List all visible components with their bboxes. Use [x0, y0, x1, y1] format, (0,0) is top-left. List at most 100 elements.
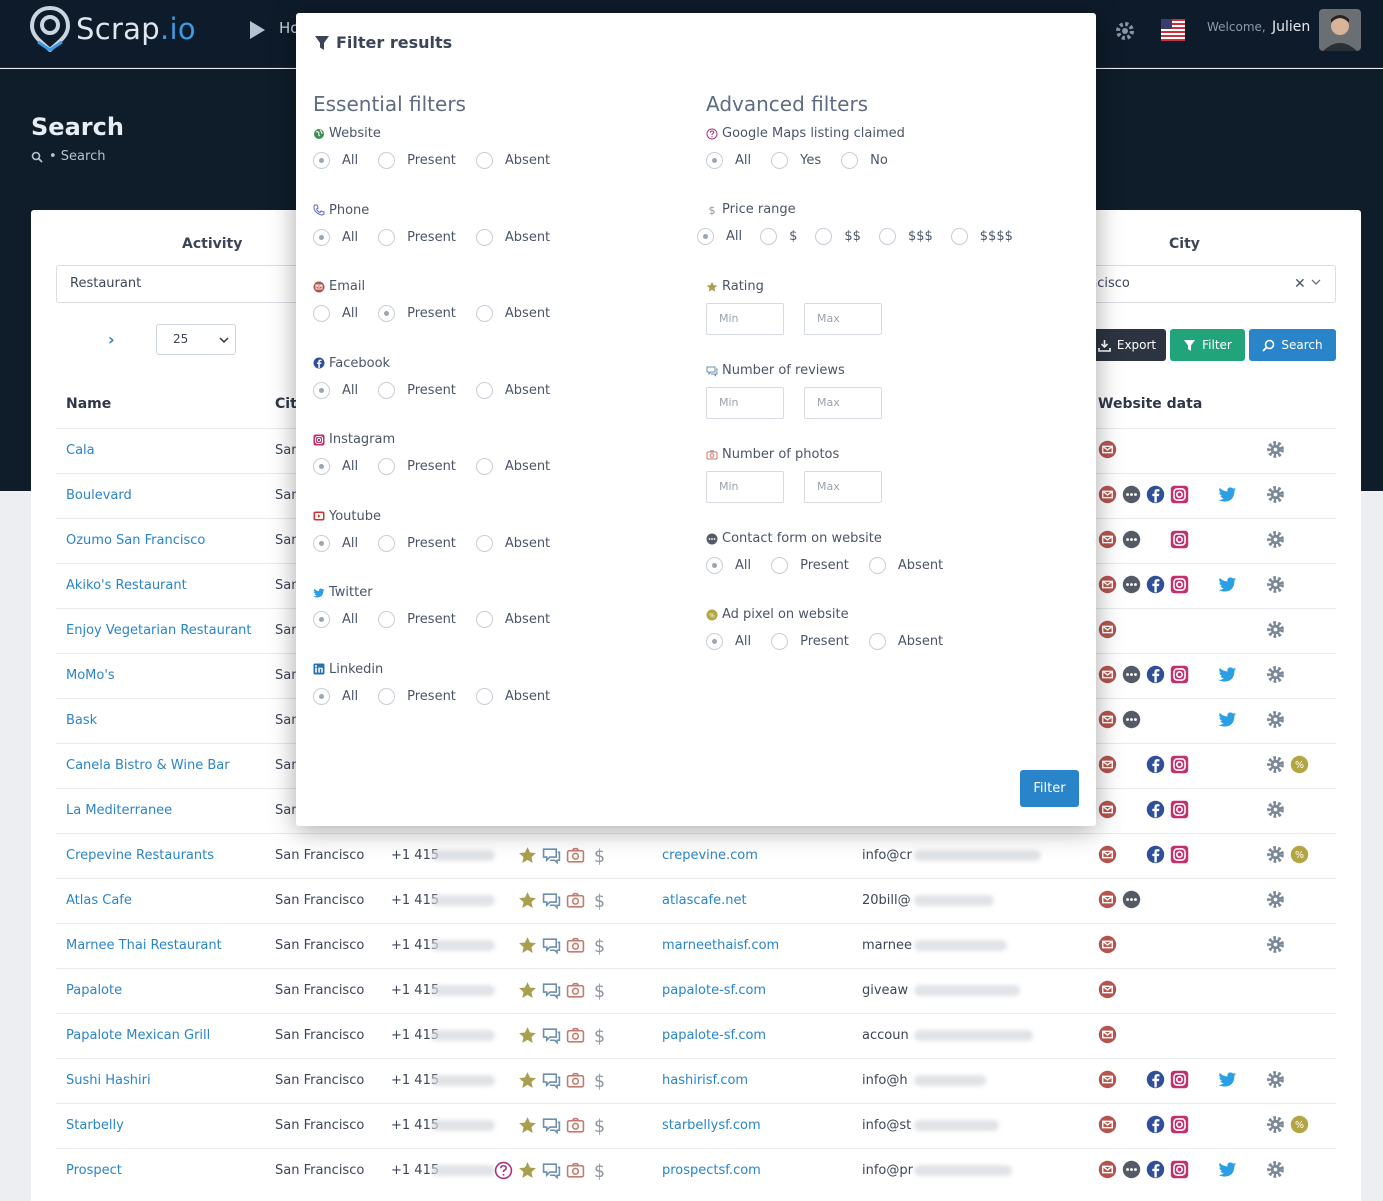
apply-filter-button[interactable]: Filter — [1020, 770, 1079, 807]
business-name-link[interactable]: Cala — [66, 443, 95, 458]
filter-radios-contact-form-option[interactable]: Absent — [868, 557, 963, 574]
camera-icon[interactable] — [566, 891, 585, 910]
table-row[interactable]: Starbelly San Francisco +1 415 $ starbellysf… — [56, 1103, 1336, 1148]
business-website-link[interactable]: prospectsf.com — [662, 1163, 761, 1178]
filter-radios-price-option[interactable]: $$$ — [878, 228, 951, 245]
gear-icon[interactable] — [1266, 710, 1285, 729]
table-row[interactable]: Prospect San Francisco +1 415 $ prospectsf.c… — [56, 1148, 1336, 1193]
business-website-link[interactable]: papalote-sf.com — [662, 1028, 767, 1043]
facebook-icon[interactable] — [1146, 1070, 1165, 1089]
business-website-link[interactable]: marneethaisf.com — [662, 938, 780, 953]
filter-radios-contact-form-option[interactable]: Present — [771, 557, 869, 574]
filter-radios-instagram-option[interactable]: Present — [378, 458, 476, 475]
email-icon[interactable] — [1098, 530, 1117, 549]
radio-button[interactable] — [378, 305, 396, 322]
email-icon[interactable] — [1098, 485, 1117, 504]
star-icon[interactable] — [518, 1071, 537, 1090]
business-name-link[interactable]: La Mediterranee — [66, 803, 173, 818]
email-icon[interactable] — [1098, 845, 1117, 864]
radio-button[interactable] — [378, 611, 396, 628]
reviews-icon[interactable] — [542, 981, 561, 1000]
radio-button[interactable] — [313, 228, 330, 246]
reviews-icon[interactable] — [542, 1116, 561, 1135]
radio-button[interactable] — [475, 305, 493, 322]
star-icon[interactable] — [518, 1026, 537, 1045]
twitter-icon[interactable] — [1218, 710, 1237, 729]
business-name-link[interactable]: Canela Bistro & Wine Bar — [66, 758, 230, 773]
star-icon[interactable] — [518, 1161, 537, 1180]
gear-icon[interactable] — [1266, 1160, 1285, 1179]
radio-button[interactable] — [313, 611, 330, 628]
radio-button[interactable] — [475, 381, 493, 399]
gear-icon[interactable] — [1266, 575, 1285, 594]
reviews-range-max-input[interactable]: Max — [804, 387, 882, 419]
dollar-icon[interactable]: $ — [590, 1116, 609, 1137]
radio-button[interactable] — [475, 152, 493, 169]
camera-icon[interactable] — [566, 1071, 585, 1090]
radio-button[interactable] — [378, 228, 396, 246]
radio-button[interactable] — [378, 381, 396, 399]
filter-radios-ad-pixel-option[interactable]: Present — [771, 633, 869, 650]
rating-range-min-input[interactable]: Min — [706, 303, 784, 335]
radio-button[interactable] — [313, 687, 330, 705]
business-name-link[interactable]: Atlas Cafe — [66, 893, 132, 908]
filter-radios-twitter-option[interactable]: Absent — [475, 611, 570, 628]
radio-button[interactable] — [475, 458, 493, 475]
filter-radios-claimed-option[interactable]: Yes — [771, 152, 841, 169]
user-name[interactable]: Julien — [1272, 19, 1311, 35]
instagram-icon[interactable] — [1170, 800, 1189, 819]
camera-icon[interactable] — [566, 846, 585, 865]
reviews-icon[interactable] — [542, 891, 561, 910]
table-row[interactable]: Atlas Cafe San Francisco +1 415 $ atlascafe.… — [56, 878, 1336, 923]
email-icon[interactable] — [1098, 1160, 1117, 1179]
business-name-link[interactable]: Bask — [66, 713, 98, 728]
dollar-icon[interactable]: $ — [590, 936, 609, 957]
radio-button[interactable] — [475, 534, 493, 552]
email-icon[interactable] — [1098, 665, 1117, 684]
play-icon[interactable] — [247, 20, 267, 40]
filter-radios-facebook-option[interactable]: Absent — [475, 381, 570, 399]
city-select[interactable]: ncisco — [1070, 265, 1336, 303]
gear-icon[interactable] — [1266, 845, 1285, 864]
filter-radios-youtube-option[interactable]: Absent — [475, 534, 570, 552]
radio-button[interactable] — [706, 557, 723, 574]
filter-radios-website-option[interactable]: All — [313, 152, 378, 169]
dollar-icon[interactable]: $ — [590, 846, 609, 867]
filter-radios-facebook-option[interactable]: Present — [378, 381, 476, 399]
filter-radios-email-option[interactable]: Absent — [475, 305, 570, 322]
business-name-link[interactable]: Papalote Mexican Grill — [66, 1028, 211, 1043]
filter-radios-ad-pixel-option[interactable]: Absent — [868, 633, 963, 650]
radio-button[interactable] — [378, 534, 396, 552]
radio-button[interactable] — [378, 687, 396, 705]
settings-gear-icon[interactable] — [1114, 20, 1136, 42]
filter-radios-price-option[interactable]: $$$$ — [950, 228, 1031, 245]
nav-home-link[interactable]: Ho — [279, 19, 300, 37]
dollar-icon[interactable]: $ — [590, 891, 609, 912]
business-website-link[interactable]: hashirisf.com — [662, 1073, 749, 1088]
dots-icon[interactable] — [1122, 710, 1141, 729]
instagram-icon[interactable] — [1170, 575, 1189, 594]
business-name-link[interactable]: Marnee Thai Restaurant — [66, 938, 222, 953]
camera-icon[interactable] — [566, 981, 585, 1000]
dollar-icon[interactable]: $ — [590, 1071, 609, 1092]
photos-range-min-input[interactable]: Min — [706, 471, 784, 503]
filter-radios-website-option[interactable]: Present — [378, 152, 476, 169]
next-page-chevron-icon[interactable]: › — [108, 330, 115, 349]
filter-radios-contact-form-option[interactable]: All — [706, 557, 771, 574]
radio-button[interactable] — [760, 228, 778, 245]
instagram-icon[interactable] — [1170, 1115, 1189, 1134]
filter-radios-phone-option[interactable]: Absent — [475, 228, 570, 246]
facebook-icon[interactable] — [1146, 1115, 1165, 1134]
business-name-link[interactable]: Starbelly — [66, 1118, 124, 1133]
table-row[interactable]: Papalote Mexican Grill San Francisco +1 41… — [56, 1013, 1336, 1058]
gear-icon[interactable] — [1266, 1070, 1285, 1089]
email-icon[interactable] — [1098, 800, 1117, 819]
radio-button[interactable] — [475, 687, 493, 705]
reviews-range-min-input[interactable]: Min — [706, 387, 784, 419]
radio-button[interactable] — [878, 228, 896, 245]
radio-button[interactable] — [868, 633, 886, 650]
filter-radios-linkedin-option[interactable]: Present — [378, 687, 476, 705]
photos-range-max-input[interactable]: Max — [804, 471, 882, 503]
filter-radios-phone-option[interactable]: Present — [378, 228, 476, 246]
gear-icon[interactable] — [1266, 665, 1285, 684]
